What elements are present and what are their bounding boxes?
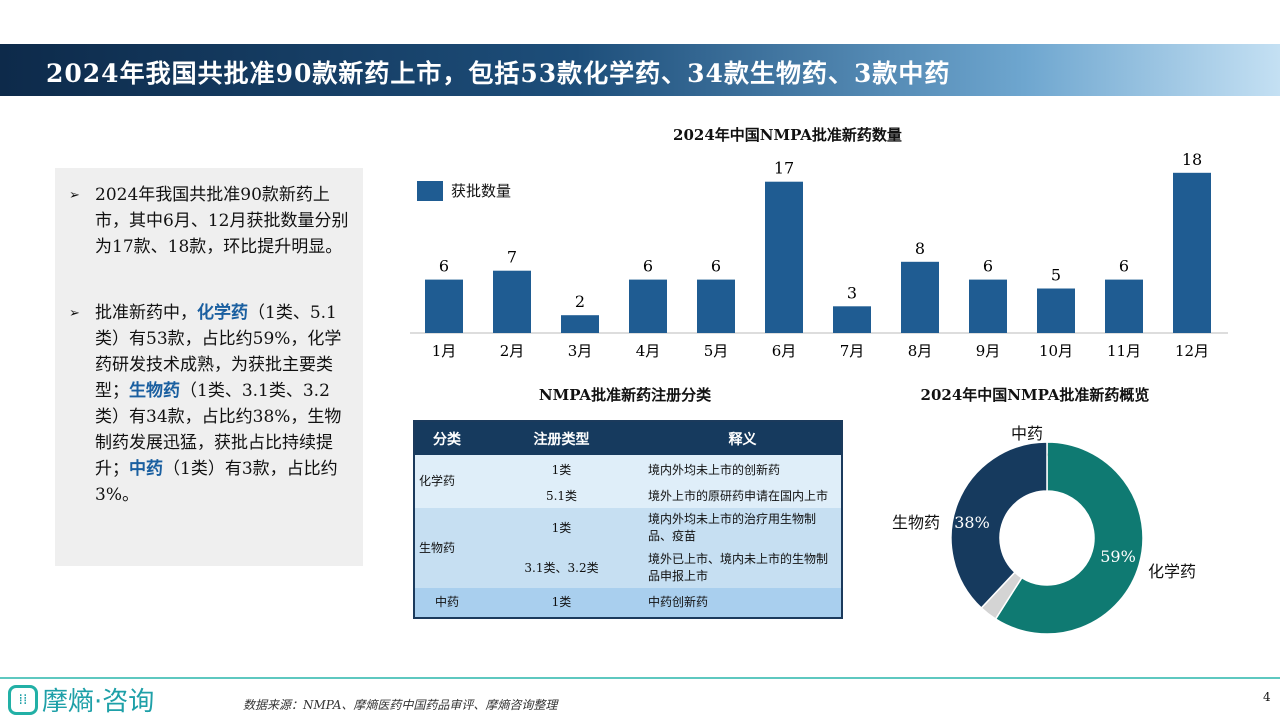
bar xyxy=(629,279,667,333)
logo-icon: ⁞⁞ xyxy=(8,684,38,715)
x-tick-label: 12月 xyxy=(1175,342,1209,360)
arrow-icon: ➢ xyxy=(69,188,80,203)
label-chemical: 化学药 xyxy=(1148,562,1197,581)
bullet-text: 2024年我国共批准90款新药上市，其中6月、12月获批数量分别为17款、18款… xyxy=(95,185,349,257)
bar xyxy=(1105,279,1143,333)
highlight-text: 中药 xyxy=(129,459,163,479)
legend-swatch xyxy=(417,180,443,201)
bar xyxy=(901,261,939,333)
arrow-icon: ➢ xyxy=(69,306,80,321)
bar xyxy=(561,315,599,333)
x-tick-label: 6月 xyxy=(772,342,797,360)
label-bio: 生物药 xyxy=(892,513,941,532)
cell: 5.1类 xyxy=(479,485,644,508)
cell: 境外已上市、境内未上市的生物制品申报上市 xyxy=(644,548,842,588)
cell: 境内外均未上市的治疗用生物制品、疫苗 xyxy=(644,508,842,548)
label-tcm: 中药 xyxy=(1011,424,1044,443)
page-number: 4 xyxy=(1263,690,1271,704)
data-label: 5 xyxy=(1051,266,1061,285)
x-tick-label: 11月 xyxy=(1107,342,1141,360)
highlight-text: 生物药 xyxy=(129,381,180,401)
donut-slice xyxy=(950,441,1048,610)
cell: 境外上市的原研药申请在国内上市 xyxy=(644,485,842,508)
cell: 3.1类、3.2类 xyxy=(479,548,644,588)
cell: 生物药 xyxy=(414,508,479,588)
data-label: 17 xyxy=(774,159,794,178)
data-label: 7 xyxy=(507,248,517,267)
table-title: NMPA批准新药注册分类 xyxy=(538,386,712,404)
table-row: 生物药 1类 境内外均未上市的治疗用生物制品、疫苗 xyxy=(414,508,842,588)
page-title: 2024年我国共批准90款新药上市，包括53款化学药、34款生物药、3款中药 xyxy=(46,59,951,88)
data-label: 18 xyxy=(1182,150,1202,169)
header-category: 分类 xyxy=(414,421,479,455)
data-label: 6 xyxy=(439,257,449,276)
cell: 境内外均未上市的创新药 xyxy=(644,455,842,485)
x-tick-label: 9月 xyxy=(976,342,1001,360)
title-bar: 2024年我国共批准90款新药上市，包括53款化学药、34款生物药、3款中药 xyxy=(0,44,1280,96)
data-label: 2 xyxy=(575,292,585,311)
bullet-1: ➢ 2024年我国共批准90款新药上市，其中6月、12月获批数量分别为17款、18… xyxy=(69,182,353,260)
data-label: 8 xyxy=(915,239,925,258)
table-row: 5.1类 境外上市的原研药申请在国内上市 xyxy=(414,485,842,508)
slice-percent: 59% xyxy=(1100,547,1136,566)
donut-slice xyxy=(994,441,1144,635)
bar xyxy=(1037,288,1075,333)
logo-text: 摩熵·咨询 xyxy=(42,687,155,717)
x-tick-label: 3月 xyxy=(568,342,593,360)
x-tick-label: 7月 xyxy=(840,342,865,360)
x-tick-label: 8月 xyxy=(908,342,933,360)
slice-percent: 38% xyxy=(954,513,990,532)
cell: 中药 xyxy=(414,588,479,618)
cell: 中药创新药 xyxy=(644,588,842,618)
bar xyxy=(493,270,531,333)
bar xyxy=(425,279,463,333)
cell: 1类 xyxy=(479,455,644,485)
data-label: 3 xyxy=(847,283,857,302)
x-tick-label: 1月 xyxy=(432,342,457,360)
bar xyxy=(1173,172,1211,333)
bar-chart-title: 2024年中国NMPA批准新药数量 xyxy=(673,126,902,144)
bullet-text: 批准新药中，化学药（1类、5.1类）有53款，占比约59%，化学药研发技术成熟，… xyxy=(95,300,353,508)
legend-label: 获批数量 xyxy=(451,182,512,200)
x-tick-label: 5月 xyxy=(704,342,729,360)
cell: 化学药 xyxy=(414,455,479,508)
bar-legend: 获批数量 xyxy=(417,180,511,201)
text: （1类）有3款，占比约3%。 xyxy=(95,459,338,505)
highlight-text: 化学药 xyxy=(197,303,248,323)
x-tick-label: 2月 xyxy=(500,342,525,360)
bar xyxy=(697,279,735,333)
x-tick-label: 4月 xyxy=(636,342,661,360)
x-tick-label: 10月 xyxy=(1039,342,1073,360)
text: 批准新药中， xyxy=(95,303,197,323)
bar xyxy=(765,181,803,333)
data-label: 6 xyxy=(643,257,653,276)
data-label: 6 xyxy=(711,257,721,276)
bar xyxy=(833,306,871,333)
footer-divider xyxy=(0,677,1280,679)
bullet-2: ➢ 批准新药中，化学药（1类、5.1类）有53款，占比约59%，化学药研发技术成熟… xyxy=(69,300,353,508)
brand-logo: ⁞⁞ 摩熵·咨询 xyxy=(8,681,154,718)
summary-panel: ➢ 2024年我国共批准90款新药上市，其中6月、12月获批数量分别为17款、18… xyxy=(55,168,363,566)
data-label: 6 xyxy=(983,257,993,276)
table-row: 中药 1类 中药创新药 xyxy=(414,588,842,618)
header-desc: 释义 xyxy=(644,421,842,455)
donut-title: 2024年中国NMPA批准新药概览 xyxy=(920,386,1150,404)
text: （1类、5.1类）有53款，占比约59%，化学药研发技术成熟，为获批主要类型； xyxy=(95,303,342,401)
cell: 1类 xyxy=(479,588,644,618)
bar xyxy=(969,279,1007,333)
text: （1类、3.1类、3.2类）有34款，占比约38%，生物制药发展迅猛，获批占比持… xyxy=(95,381,342,479)
table-row: 化学药 1类 境内外均未上市的创新药 xyxy=(414,455,842,508)
header-type: 注册类型 xyxy=(479,421,644,455)
cell: 1类 xyxy=(479,508,644,548)
registration-table: 分类 注册类型 释义 化学药 1类 境内外均未上市的创新药 5.1类 境外上市的原研药申请… xyxy=(413,420,843,619)
source-note: 数据来源：NMPA、摩熵医药中国药品审评、摩熵咨询整理 xyxy=(243,698,558,712)
table-row: 3.1类、3.2类 境外已上市、境内未上市的生物制品申报上市 xyxy=(414,548,842,588)
data-label: 6 xyxy=(1119,257,1129,276)
